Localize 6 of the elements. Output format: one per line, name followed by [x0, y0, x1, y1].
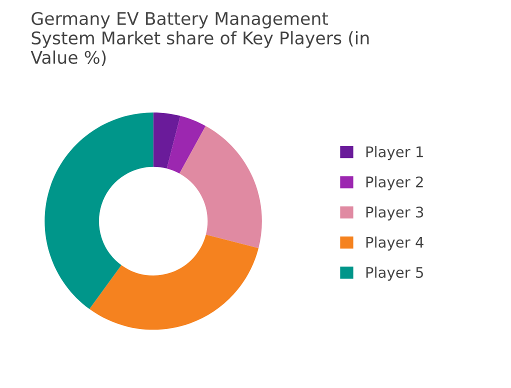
legend-label: Player 4: [366, 236, 424, 251]
legend-label: Player 1: [366, 146, 423, 160]
chart-title: Germany EV Battery Management System Market share of Key Players (in Value %): [30, 12, 369, 66]
legend-label: Player 2: [366, 176, 423, 190]
legend-label: Player 3: [366, 206, 424, 220]
legend-label: Player 5: [366, 266, 423, 281]
